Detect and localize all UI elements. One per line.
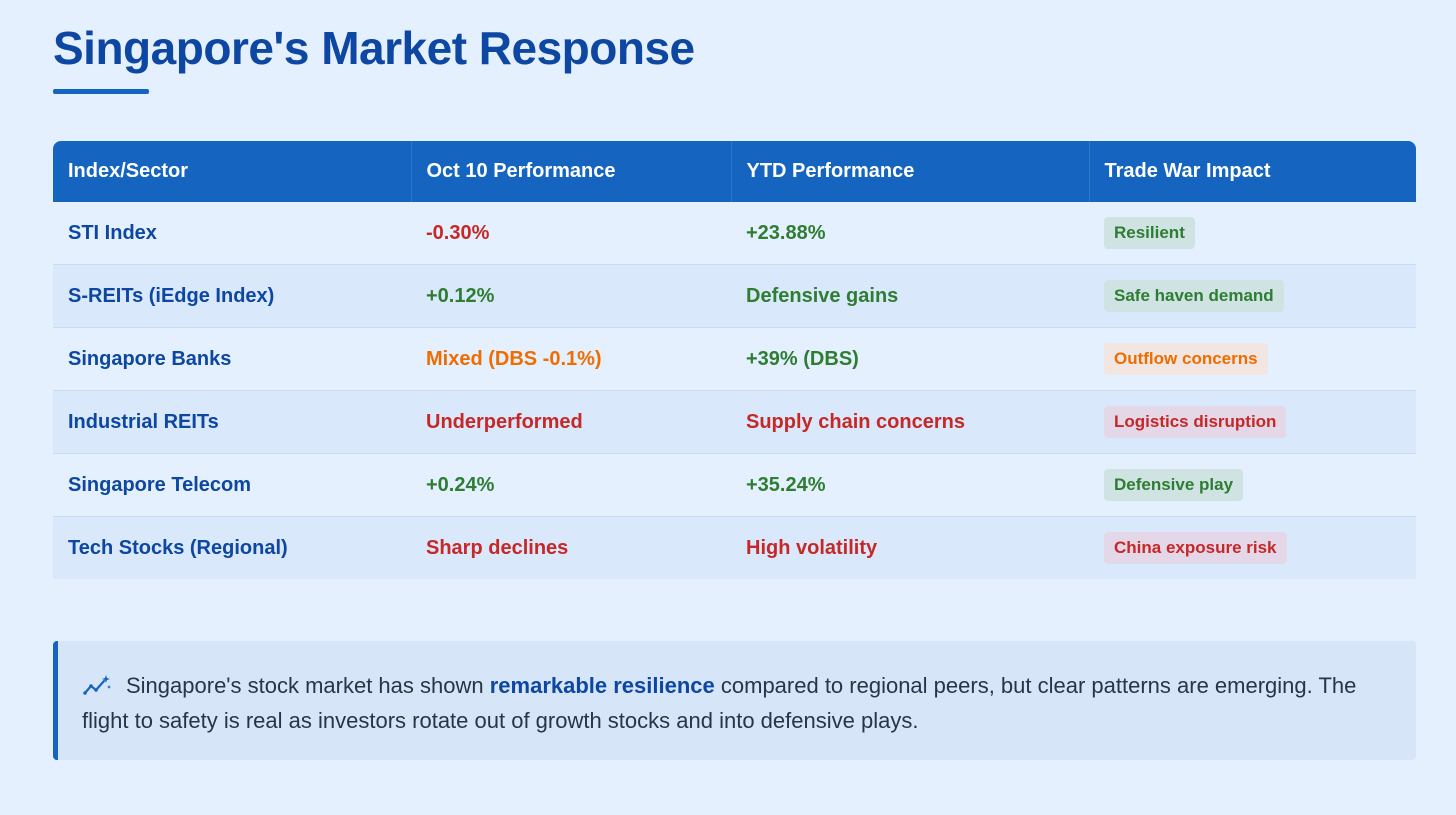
column-header-ytd-performance: YTD Performance — [731, 141, 1090, 202]
oct10-cell: -0.30% — [411, 202, 731, 265]
sector-cell: Tech Stocks (Regional) — [68, 536, 288, 559]
impact-cell: China exposure risk — [1089, 517, 1416, 580]
table-row: Singapore Telecom +0.24% +35.24% Defensi… — [53, 453, 1416, 517]
impact-cell: Logistics disruption — [1089, 390, 1416, 454]
table-row: Singapore Banks Mixed (DBS -0.1%) +39% (… — [53, 327, 1416, 391]
ytd-cell: +39% (DBS) — [731, 327, 1089, 391]
column-header-index-sector: Index/Sector — [53, 141, 412, 202]
table-row: S-REITs (iEdge Index) +0.12% Defensive g… — [53, 264, 1416, 328]
trend-sparkle-icon — [82, 672, 112, 696]
header-row: Index/Sector Oct 10 Performance YTD Perf… — [53, 141, 1416, 202]
table-body: STI Index -0.30% +23.88% Resilient S-REI… — [53, 202, 1416, 579]
market-table: Index/Sector Oct 10 Performance YTD Perf… — [53, 141, 1416, 579]
ytd-cell: +35.24% — [731, 453, 1089, 517]
column-header-trade-war-impact: Trade War Impact — [1104, 160, 1271, 182]
insight-text-end: compared to regional peers, but clear pa… — [82, 673, 1357, 733]
impact-badge: Logistics disruption — [1104, 406, 1287, 438]
impact-badge: China exposure risk — [1104, 532, 1287, 564]
column-header-oct10-performance: Oct 10 Performance — [411, 141, 732, 202]
table-header: Index/Sector Oct 10 Performance YTD Perf… — [53, 141, 1416, 202]
impact-badge: Safe haven demand — [1104, 280, 1284, 312]
market-table-container: Index/Sector Oct 10 Performance YTD Perf… — [53, 141, 1416, 579]
oct10-cell: +0.12% — [411, 264, 731, 328]
sector-cell: Singapore Banks — [53, 327, 411, 391]
impact-badge: Resilient — [1104, 217, 1195, 249]
table-row: Tech Stocks (Regional) Sharp declines Hi… — [53, 516, 1416, 580]
oct10-cell: Underperformed — [411, 390, 731, 454]
impact-cell: Outflow concerns — [1089, 327, 1416, 391]
impact-badge: Outflow concerns — [1104, 343, 1268, 375]
sector-cell: Industrial REITs — [53, 390, 411, 454]
sector-cell: S-REITs (iEdge Index) — [53, 264, 411, 328]
oct10-cell: +0.24% — [411, 453, 731, 517]
insight-callout: Singapore's stock market has shown remar… — [53, 641, 1416, 760]
impact-cell: Defensive play — [1089, 453, 1416, 517]
oct10-cell: Mixed (DBS -0.1%) — [411, 327, 731, 391]
title-underline — [53, 89, 149, 94]
insight-highlight: remarkable resilience — [489, 673, 715, 698]
insight-text-start: Singapore's stock market has shown — [126, 673, 490, 698]
page-title: Singapore's Market Response — [53, 22, 695, 74]
ytd-cell: Defensive gains — [731, 264, 1089, 328]
sector-cell: Singapore Telecom — [53, 453, 411, 517]
table-row: STI Index -0.30% +23.88% Resilient — [53, 202, 1416, 265]
sector-cell: STI Index — [53, 202, 411, 265]
ytd-cell: Supply chain concerns — [731, 390, 1089, 454]
impact-cell: Resilient — [1089, 202, 1416, 265]
oct10-cell: Sharp declines — [426, 536, 569, 559]
ytd-cell: High volatility — [746, 536, 878, 559]
table-row: Industrial REITs Underperformed Supply c… — [53, 390, 1416, 454]
impact-badge: Defensive play — [1104, 469, 1244, 501]
impact-cell: Safe haven demand — [1089, 264, 1416, 328]
ytd-cell: +23.88% — [731, 202, 1089, 265]
